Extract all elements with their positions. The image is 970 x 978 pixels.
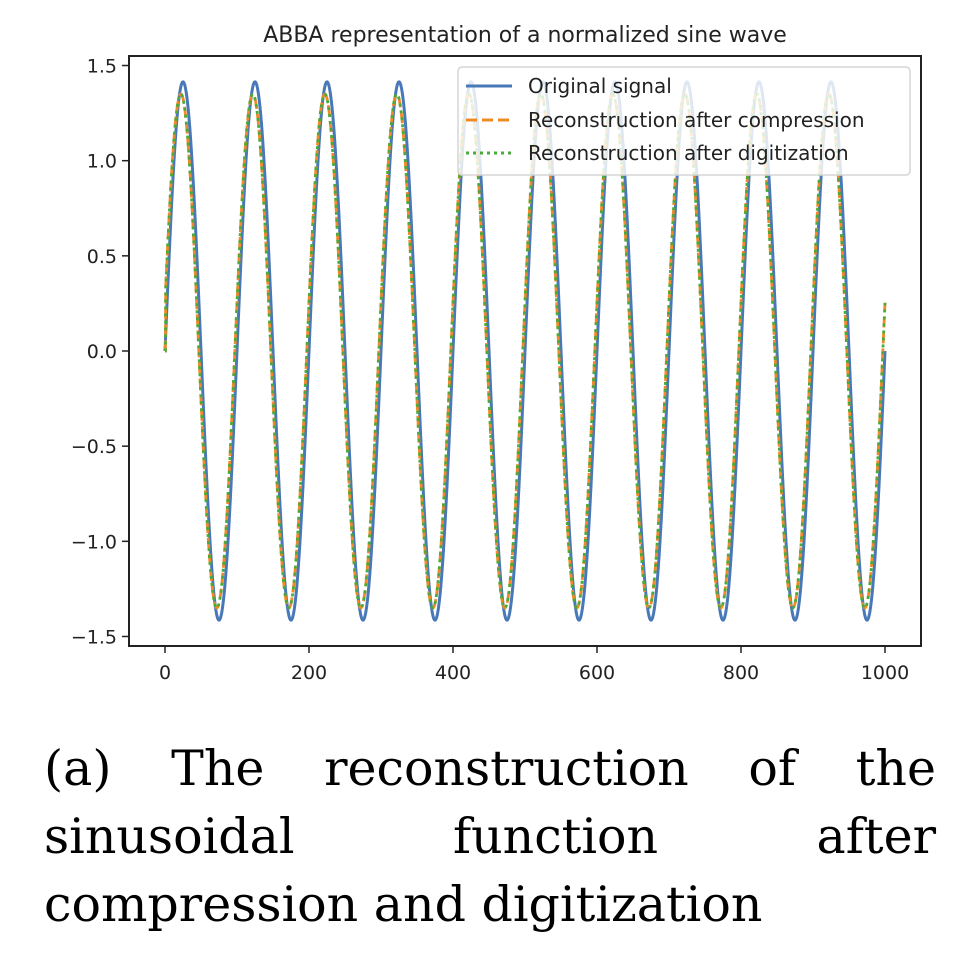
- legend-label-compression: Reconstruction after compression: [528, 108, 865, 132]
- figure-caption: (a) The reconstruction of the sinusoidal…: [44, 740, 936, 933]
- legend-label-original: Original signal: [528, 74, 672, 98]
- chart-title: ABBA representation of a normalized sine…: [263, 23, 787, 48]
- y-tick-label: −1.0: [71, 531, 117, 553]
- legend-label-digitization: Reconstruction after digitization: [528, 141, 849, 165]
- y-tick-label: 1.5: [87, 56, 117, 78]
- x-tick-label: 200: [291, 662, 327, 684]
- x-tick-label: 0: [159, 662, 171, 684]
- y-tick-label: 0.5: [87, 246, 117, 268]
- sine-chart: ABBA representation of a normalized sine…: [71, 23, 922, 684]
- x-tick-label: 600: [579, 662, 615, 684]
- y-tick-label: −0.5: [71, 436, 117, 458]
- legend: Original signal Reconstruction after com…: [457, 66, 911, 176]
- legend-box: [457, 66, 911, 176]
- x-tick-label: 800: [723, 662, 759, 684]
- x-tick-label: 1000: [861, 662, 909, 684]
- x-tick-label: 400: [435, 662, 471, 684]
- x-axis: 0 200 400 600 800 1000: [159, 646, 909, 684]
- y-tick-label: 1.0: [87, 151, 117, 173]
- y-tick-label: 0.0: [87, 341, 117, 363]
- y-axis: 1.5 1.0 0.5 0.0 −0.5 −1.0 −1.5: [71, 56, 129, 648]
- y-tick-label: −1.5: [71, 626, 117, 648]
